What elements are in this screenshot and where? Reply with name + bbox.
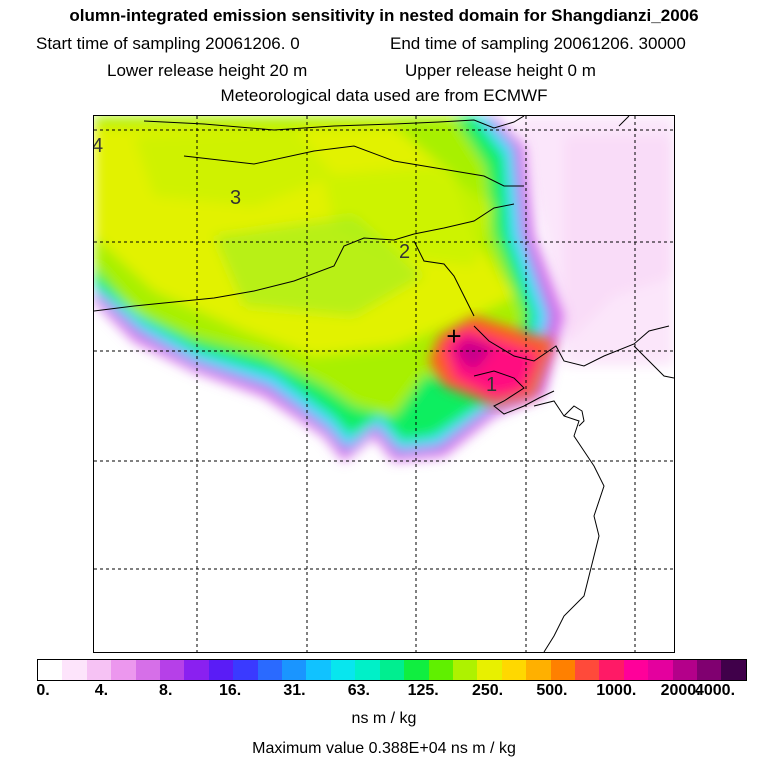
- color-scale-cell: [62, 660, 87, 680]
- contour-label-3: 3: [230, 187, 241, 209]
- contour-label-1: 1: [486, 374, 497, 396]
- color-scale-tick-label: 16.: [218, 682, 242, 699]
- color-scale-tick-label: 500.: [536, 682, 568, 699]
- color-scale-cell: [428, 660, 453, 680]
- color-scale-cell: [599, 660, 624, 680]
- color-scale-cell: [208, 660, 234, 680]
- color-scale-tick-label: 4000.: [694, 682, 736, 699]
- color-scale-cell: [111, 660, 136, 680]
- color-scale-tick-label: 8.: [159, 682, 173, 699]
- color-scale-tick-label: 31.: [283, 682, 306, 699]
- color-scale-cell: [550, 660, 575, 680]
- plume-field: [94, 116, 564, 461]
- color-scale-cell: [452, 660, 478, 680]
- end-time-label: End time of sampling 20061206. 30000: [390, 34, 686, 53]
- color-scale-tick-label: 250.: [471, 682, 504, 699]
- coastlines: [94, 116, 674, 652]
- emission-sensitivity-map: 4 3 2 1 +: [93, 115, 675, 653]
- color-scale-cell: [330, 660, 356, 680]
- upper-release-label: Upper release height 0 m: [405, 61, 596, 80]
- color-scale-cell: [501, 660, 527, 680]
- color-scale-cell: [404, 660, 429, 680]
- met-data-label: Meteorological data used are from ECMWF: [220, 86, 548, 105]
- color-scale-cell: [135, 660, 161, 680]
- color-scale-cell: [160, 660, 185, 680]
- color-scale-cell: [477, 660, 502, 680]
- color-scale-cell: [184, 660, 209, 680]
- color-scale-tick-label: 0.: [36, 682, 50, 699]
- color-scale-cell: [306, 660, 331, 680]
- color-scale-cell: [696, 660, 722, 680]
- color-scale-cell: [526, 660, 551, 680]
- color-scale-cell: [257, 660, 283, 680]
- color-scale-cell: [86, 660, 112, 680]
- color-scale-cell: [648, 660, 673, 680]
- color-scale-bar: [37, 659, 747, 681]
- maximum-value-label: Maximum value 0.388E+04 ns m / kg: [252, 740, 516, 757]
- color-scale-cell: [282, 660, 307, 680]
- hot-spot: [429, 316, 554, 406]
- color-scale-tick-label: 63.: [347, 682, 370, 699]
- color-scale-cell: [623, 660, 649, 680]
- contour-label-2: 2: [399, 241, 410, 263]
- color-scale-cell: [379, 660, 405, 680]
- contour-label-4: 4: [94, 135, 103, 157]
- color-scale-tick-label: 2000.: [660, 682, 701, 699]
- color-scale-cell: [38, 660, 63, 680]
- plot-title: olumn-integrated emission sensitivity in…: [69, 6, 699, 25]
- color-scale-tick-label: 4.: [94, 682, 109, 699]
- lower-release-label: Lower release height 20 m: [107, 61, 308, 80]
- color-scale-cell: [672, 660, 697, 680]
- color-scale-cell: [355, 660, 380, 680]
- contour-labels: 4 3 2 1: [94, 135, 497, 396]
- color-scale-cell: [574, 660, 600, 680]
- color-scale-tick-label: 1000.: [596, 682, 637, 699]
- color-scale-unit: ns m / kg: [351, 710, 417, 727]
- start-time-label: Start time of sampling 20061206. 0: [36, 34, 300, 53]
- station-marker: +: [446, 321, 461, 351]
- color-scale-tick-label: 125.: [407, 682, 439, 699]
- color-scale-cell: [233, 660, 258, 680]
- color-scale-cell: [721, 660, 746, 680]
- map-canvas: 4 3 2 1 +: [94, 116, 674, 652]
- lat-lon-grid: [94, 116, 674, 652]
- faint-plume: [514, 116, 674, 366]
